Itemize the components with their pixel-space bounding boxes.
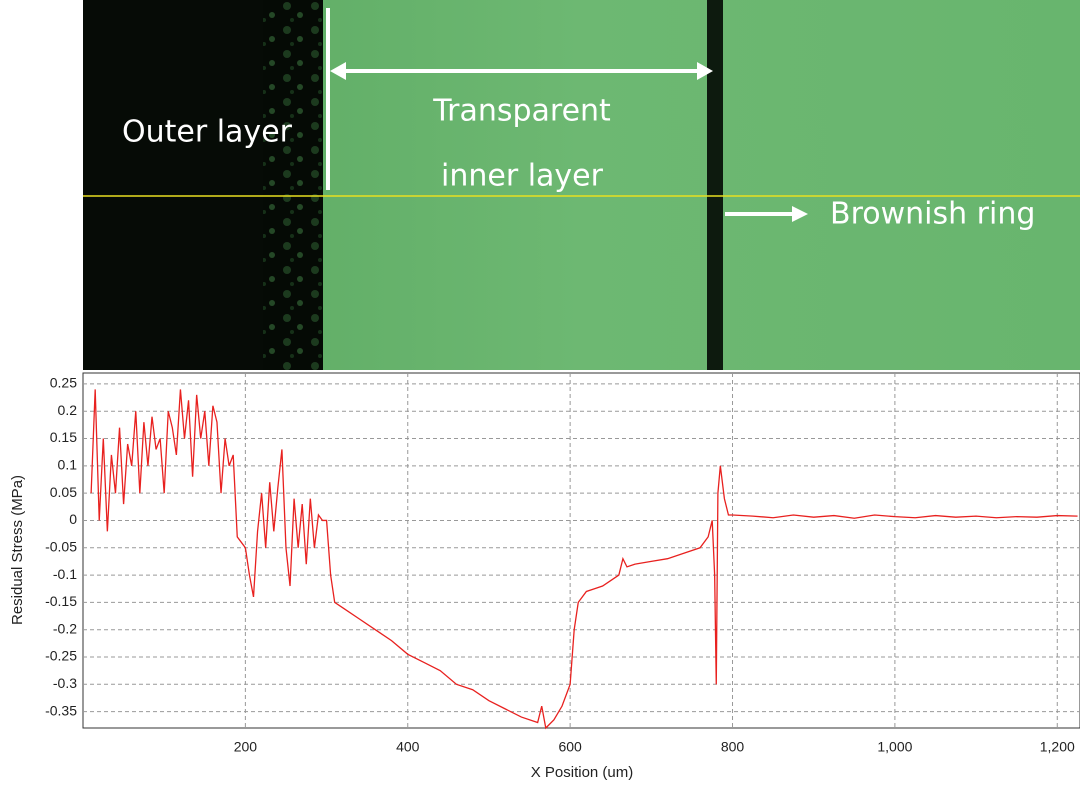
y-tick-label: -0.2 [53, 620, 77, 636]
y-tick-label: 0.1 [58, 457, 78, 473]
x-tick-label: 200 [234, 739, 258, 755]
arrow-head [697, 62, 713, 80]
x-tick-label: 800 [721, 739, 745, 755]
x-tick-label: 1,200 [1040, 739, 1075, 755]
annotation: Transparent [432, 94, 611, 129]
y-tick-label: -0.3 [53, 675, 77, 691]
y-tick-label: -0.1 [53, 566, 77, 582]
x-axis-title: X Position (um) [531, 764, 634, 781]
arrow-head [330, 62, 346, 80]
x-tick-label: 1,000 [877, 739, 912, 755]
outer-layer-edge [263, 0, 323, 370]
y-tick-label: -0.35 [45, 702, 77, 718]
annotation: Brownish ring [830, 197, 1035, 232]
y-tick-label: 0.25 [50, 375, 77, 391]
micrograph: Outer layer Transparent inner layer Brow… [83, 0, 1080, 370]
annotation: Outer layer [122, 115, 293, 150]
arrow-head [792, 206, 808, 222]
y-tick-label: -0.15 [45, 593, 77, 609]
x-tick-label: 600 [558, 739, 582, 755]
annotation: inner layer [441, 159, 604, 194]
data-line [90, 389, 1078, 730]
y-tick-label: 0.2 [58, 402, 78, 418]
x-tick-label: 400 [396, 739, 420, 755]
y-tick-label: 0.05 [50, 484, 77, 500]
brownish-ring-band [707, 0, 723, 370]
plot-area [82, 372, 1080, 729]
y-tick-label: 0 [69, 511, 77, 527]
y-tick-label: 0.15 [50, 429, 77, 445]
y-axis-title: Residual Stress (MPa) [9, 475, 26, 625]
y-tick-label: -0.05 [45, 538, 77, 554]
outer-layer-region [83, 0, 263, 370]
y-tick-label: -0.25 [45, 648, 77, 664]
